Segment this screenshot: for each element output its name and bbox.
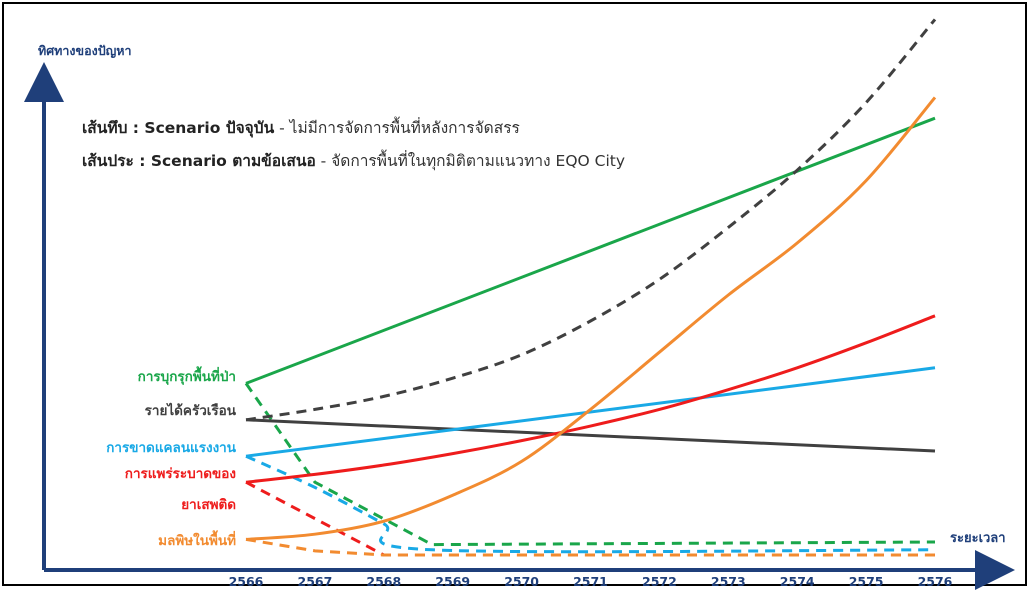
x-tick-label-5: 2571 <box>573 574 608 589</box>
x-tick-label-3: 2569 <box>435 574 470 589</box>
series-line-proposed-1 <box>245 18 937 422</box>
series-label-layer: การบุกรุกพื้นที่ป่ารายได้ครัวเรือนการขาด… <box>106 366 237 549</box>
legend-note-solid-rest: - ไม่มีการจัดการพื้นที่หลังการจัดสรร <box>274 116 520 137</box>
x-tick-label-4: 2570 <box>504 574 539 589</box>
series-line-proposed-2 <box>245 454 936 554</box>
y-axis-label: ทิศทางของปัญหา <box>38 43 132 58</box>
series-line-current-2 <box>245 366 936 458</box>
series-label-3-line-0: การแพร่ระบาดของ <box>125 466 236 482</box>
legend-note-solid: เส้นทึบ : Scenario ปัจจุบัน - ไม่มีการจั… <box>82 116 520 138</box>
series-line-current-0 <box>245 116 936 385</box>
x-tick-label-7: 2573 <box>711 574 746 589</box>
legend-note-dashed: เส้นประ : Scenario ตามข้อเสนอ - จัดการพื… <box>82 149 625 171</box>
series-label-0: การบุกรุกพื้นที่ป่า <box>138 366 236 385</box>
series-layer <box>244 18 937 557</box>
x-tick-label-6: 2572 <box>642 574 677 589</box>
legend-note-dashed-rest: - จัดการพื้นที่ในทุกมิติตามแนวทาง EQO Ci… <box>316 149 625 171</box>
x-tick-label-2: 2568 <box>366 574 401 589</box>
series-line-current-3 <box>245 314 936 484</box>
x-tick-label-8: 2574 <box>780 574 815 589</box>
series-label-3-line-1: ยาเสพติด <box>181 497 236 513</box>
x-tick-label-1: 2567 <box>298 574 333 589</box>
series-line-current-4 <box>245 96 937 541</box>
legend-note-solid-bold: เส้นทึบ : Scenario ปัจจุบัน <box>82 119 275 138</box>
chart-frame <box>2 2 1027 586</box>
x-tick-label-9: 2575 <box>849 574 884 589</box>
x-tick-label-10: 2576 <box>918 574 953 589</box>
series-line-current-1 <box>245 418 936 453</box>
x-tick-layer: 2566 2567 2568 2569 2570 2571 2572 2573 2574 2575… <box>229 574 953 589</box>
x-tick-label-0: 2566 <box>229 574 264 589</box>
x-axis-label: ระยะเวลา <box>950 531 1006 546</box>
series-label-1: รายได้ครัวเรือน <box>145 402 237 419</box>
series-label-4: มลพิษในพื้นที่ <box>158 530 236 549</box>
series-line-proposed-4 <box>245 537 935 557</box>
series-label-2: การขาดแคลนแรงงาน <box>106 440 237 456</box>
legend-note-dashed-bold: เส้นประ : Scenario ตามข้อเสนอ <box>82 152 316 170</box>
series-line-proposed-0 <box>244 382 936 547</box>
